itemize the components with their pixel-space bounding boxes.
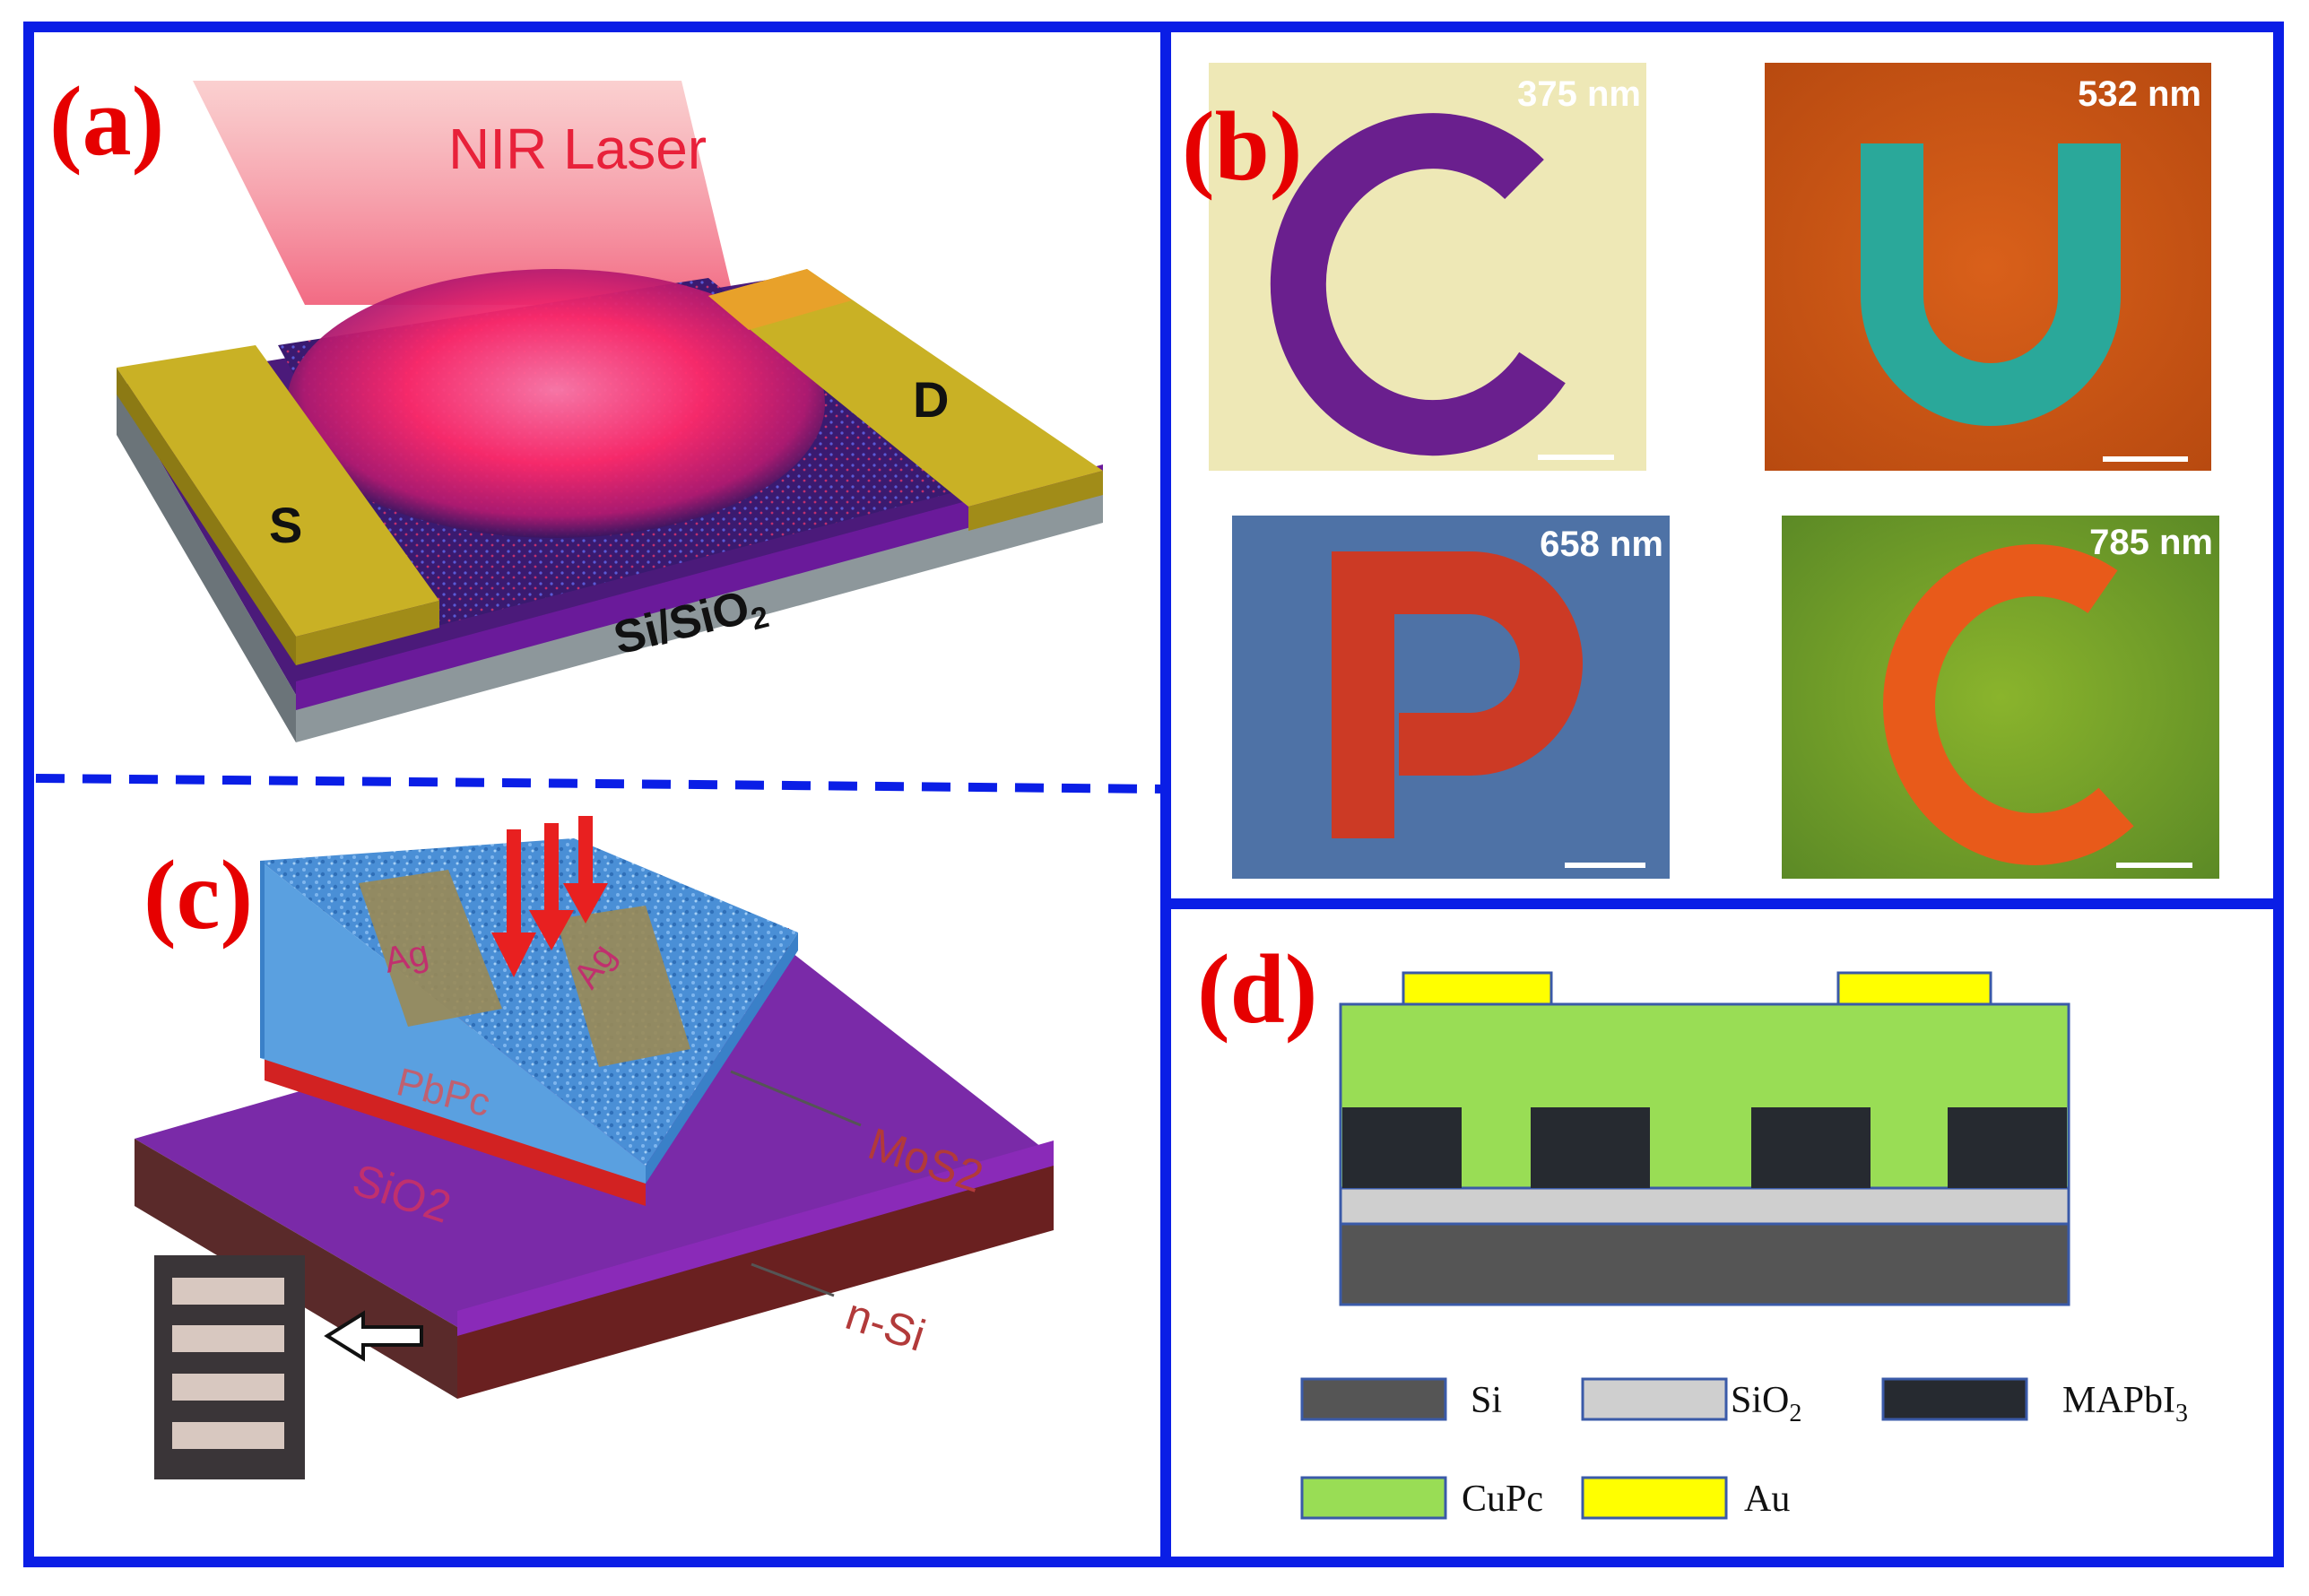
mapbi3-block-2 xyxy=(1531,1107,1650,1188)
tile-532nm-wavelength: 532 nm xyxy=(2078,74,2201,114)
mapbi3-block-3 xyxy=(1751,1107,1871,1188)
legend-swatch-sio2 xyxy=(1581,1377,1728,1421)
ag-label-left: Ag xyxy=(381,933,432,981)
legend-swatch-mapbi3 xyxy=(1881,1377,2028,1421)
substrate-side-front xyxy=(117,386,296,742)
legend-label-mapbi3: MAPbI3 xyxy=(2062,1380,2188,1427)
tile-658nm: 658 nm xyxy=(1232,516,1670,879)
layer-stack xyxy=(1339,971,2070,1306)
tile-785nm: 785 nm xyxy=(1782,516,2219,879)
tile-785nm-wavelength: 785 nm xyxy=(2089,523,2213,562)
legend: Si SiO2 MAPbI3 CuPc Au xyxy=(1300,1377,2188,1520)
outer-frame xyxy=(23,22,2284,1567)
panel-c-label: (c) xyxy=(143,840,253,950)
panel-b-label: (b) xyxy=(1182,91,1302,201)
legend-label-sio2: SiO2 xyxy=(1731,1380,1801,1427)
drain-electrode xyxy=(708,269,1103,507)
legend-label-si: Si xyxy=(1471,1380,1502,1421)
ag-electrode-left xyxy=(359,870,502,1027)
laser-label: NIR Laser xyxy=(448,117,707,181)
legend-swatch-si xyxy=(1300,1377,1447,1421)
au-electrode-left xyxy=(1402,971,1553,1006)
tile-532nm: 532 nm xyxy=(1765,63,2211,471)
si-layer xyxy=(1339,1222,2070,1306)
tile-658nm-wavelength: 658 nm xyxy=(1540,525,1663,564)
letter-p-red xyxy=(1332,551,1583,838)
mapbi3-block-1 xyxy=(1342,1107,1462,1188)
n-si-label: n-Si xyxy=(840,1288,932,1361)
light-arrows-icon xyxy=(491,816,608,977)
tile-375nm-wavelength: 375 nm xyxy=(1517,74,1641,114)
laser-spot xyxy=(287,269,825,538)
panel-d: Si SiO2 MAPbI3 CuPc Au (d) xyxy=(1197,934,2188,1520)
letter-c-orange xyxy=(1883,544,2134,865)
ag-electrode-right xyxy=(556,906,690,1067)
letter-c-purple xyxy=(1270,113,1566,456)
legend-swatch-cupc xyxy=(1300,1476,1447,1520)
panel-b: 375 nm 532 nm 658 nm 785 nm (b) xyxy=(1182,63,2219,879)
panel-d-label: (d) xyxy=(1197,934,1317,1044)
panel-a: (a) NIR Laser S D Si/SiO2 xyxy=(49,66,1103,742)
panel-c: (c) Ag Ag PbPc MoS2 SiO2 n-Si xyxy=(135,816,1054,1479)
legend-swatch-au xyxy=(1581,1476,1728,1520)
mapbi3-block-4 xyxy=(1948,1107,2067,1188)
sio2-layer xyxy=(1339,1186,2070,1226)
source-label: S xyxy=(269,497,302,553)
au-electrode-right xyxy=(1836,971,1992,1006)
panel-a-label: (a) xyxy=(49,66,164,176)
pointer-arrow-icon xyxy=(324,1310,423,1362)
letter-u-teal xyxy=(1861,143,2121,426)
legend-label-cupc: CuPc xyxy=(1462,1479,1543,1520)
purple-layer xyxy=(296,464,1103,710)
laser-beam xyxy=(193,81,735,305)
tile-375nm: 375 nm xyxy=(1209,63,1646,471)
drain-label: D xyxy=(913,371,949,428)
legend-label-au: Au xyxy=(1744,1479,1790,1520)
device-photo-inset xyxy=(154,1255,305,1479)
cupc-layer xyxy=(1339,1002,2070,1190)
source-electrode xyxy=(117,345,439,637)
n-si-slab-side-right xyxy=(457,1157,1054,1399)
